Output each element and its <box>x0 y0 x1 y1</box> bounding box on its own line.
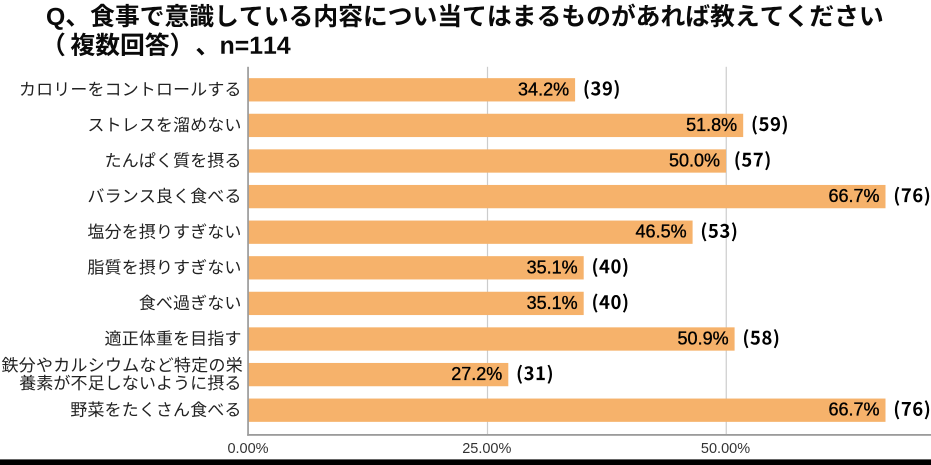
svg-text:25.00%: 25.00% <box>462 441 511 457</box>
svg-text:50.00%: 50.00% <box>701 441 750 457</box>
svg-text:46.5%: 46.5% <box>636 222 687 242</box>
svg-text:35.1%: 35.1% <box>527 293 578 313</box>
svg-text:35.1%: 35.1% <box>527 257 578 277</box>
svg-text:34.2%: 34.2% <box>518 79 569 99</box>
svg-text:27.2%: 27.2% <box>451 364 502 384</box>
svg-text:50.0%: 50.0% <box>669 151 720 171</box>
svg-text:51.8%: 51.8% <box>686 115 737 135</box>
svg-text:66.7%: 66.7% <box>828 186 879 206</box>
svg-text:50.9%: 50.9% <box>678 329 729 349</box>
svg-text:66.7%: 66.7% <box>828 400 879 420</box>
svg-text:0.00%: 0.00% <box>227 441 268 457</box>
